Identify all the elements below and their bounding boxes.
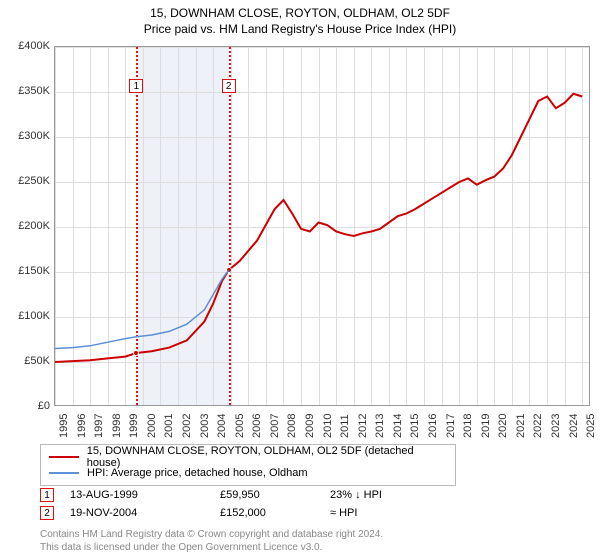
sale-badge: 1 — [40, 488, 54, 502]
y-tick-label: £150K — [0, 265, 50, 277]
x-tick-label: 2009 — [304, 414, 316, 438]
x-tick-label: 2004 — [216, 414, 228, 438]
legend: 15, DOWNHAM CLOSE, ROYTON, OLDHAM, OL2 5… — [40, 444, 456, 486]
x-tick-label: 1996 — [76, 414, 88, 438]
x-tick-label: 2008 — [286, 414, 298, 438]
x-tick-label: 2000 — [146, 414, 158, 438]
x-tick-label: 2012 — [357, 414, 369, 438]
sale-price: £152,000 — [220, 507, 330, 519]
y-tick-label: £250K — [0, 175, 50, 187]
y-tick-label: £300K — [0, 130, 50, 142]
series-line — [55, 47, 590, 406]
x-tick-label: 2003 — [199, 414, 211, 438]
y-tick-label: £50K — [0, 355, 50, 367]
sale-date: 13-AUG-1999 — [70, 489, 220, 501]
y-tick-label: £350K — [0, 85, 50, 97]
x-tick-label: 2022 — [532, 414, 544, 438]
x-tick-label: 1998 — [111, 414, 123, 438]
x-tick-label: 2010 — [322, 414, 334, 438]
legend-item: 15, DOWNHAM CLOSE, ROYTON, OLDHAM, OL2 5… — [49, 449, 447, 465]
legend-swatch — [49, 472, 79, 474]
x-tick-label: 2018 — [462, 414, 474, 438]
sale-price: £59,950 — [220, 489, 330, 501]
x-tick-label: 2025 — [585, 414, 597, 438]
x-tick-label: 2021 — [515, 414, 527, 438]
x-tick-label: 1995 — [58, 414, 70, 438]
x-tick-label: 1999 — [128, 414, 140, 438]
x-tick-label: 2023 — [550, 414, 562, 438]
sale-row: 2 19-NOV-2004£152,000≈ HPI — [40, 504, 430, 522]
x-tick-label: 2019 — [480, 414, 492, 438]
sale-vs-hpi: 23% ↓ HPI — [330, 489, 430, 501]
y-tick-label: £200K — [0, 220, 50, 232]
x-tick-label: 2015 — [409, 414, 421, 438]
legend-swatch — [49, 456, 79, 458]
x-tick-label: 2005 — [234, 414, 246, 438]
y-tick-label: £0 — [0, 400, 50, 412]
x-tick-label: 2007 — [269, 414, 281, 438]
footer: Contains HM Land Registry data © Crown c… — [40, 528, 383, 554]
x-tick-label: 2024 — [568, 414, 580, 438]
x-tick-label: 1997 — [93, 414, 105, 438]
x-tick-label: 2011 — [339, 414, 351, 438]
chart-title: 15, DOWNHAM CLOSE, ROYTON, OLDHAM, OL2 5… — [0, 0, 600, 20]
sale-vs-hpi: ≈ HPI — [330, 507, 430, 519]
x-tick-label: 2013 — [374, 414, 386, 438]
x-tick-label: 2002 — [181, 414, 193, 438]
x-tick-label: 2017 — [445, 414, 457, 438]
x-tick-label: 2014 — [392, 414, 404, 438]
x-tick-label: 2016 — [427, 414, 439, 438]
sale-rows: 1 13-AUG-1999£59,95023% ↓ HPI 2 19-NOV-2004… — [40, 486, 430, 522]
sale-row: 1 13-AUG-1999£59,95023% ↓ HPI — [40, 486, 430, 504]
sale-badge: 2 — [40, 506, 54, 520]
chart-subtitle: Price paid vs. HM Land Registry's House … — [0, 20, 600, 36]
y-tick-label: £400K — [0, 40, 50, 52]
plot-area: 12 — [54, 46, 590, 406]
legend-label: HPI: Average price, detached house, Oldh… — [87, 467, 308, 479]
footer-line-2: This data is licensed under the Open Gov… — [40, 541, 383, 554]
x-tick-label: 2020 — [497, 414, 509, 438]
footer-line-1: Contains HM Land Registry data © Crown c… — [40, 528, 383, 541]
x-tick-label: 2001 — [163, 414, 175, 438]
sale-date: 19-NOV-2004 — [70, 507, 220, 519]
x-tick-label: 2006 — [251, 414, 263, 438]
chart-container: 15, DOWNHAM CLOSE, ROYTON, OLDHAM, OL2 5… — [0, 0, 600, 560]
y-tick-label: £100K — [0, 310, 50, 322]
legend-label: 15, DOWNHAM CLOSE, ROYTON, OLDHAM, OL2 5… — [87, 445, 447, 469]
